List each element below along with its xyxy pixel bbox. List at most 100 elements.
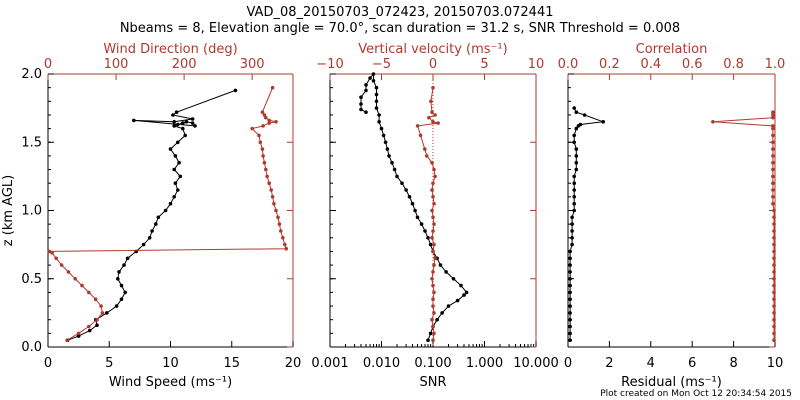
data-point bbox=[568, 290, 572, 295]
data-point bbox=[771, 201, 775, 206]
data-point bbox=[772, 324, 776, 329]
y-tick-label: 0.5 bbox=[21, 272, 42, 287]
data-point bbox=[76, 331, 81, 336]
data-point bbox=[771, 115, 775, 120]
data-point bbox=[430, 160, 434, 165]
data-point bbox=[374, 92, 379, 97]
data-point bbox=[432, 167, 436, 172]
bottom-tick-label: 2 bbox=[605, 356, 613, 371]
data-point bbox=[283, 242, 287, 247]
data-point bbox=[574, 167, 579, 172]
panel-1: 0 5 10 15 20 Wind Speed (ms⁻¹) 0 100 200 300Wind … bbox=[1, 42, 301, 390]
data-point bbox=[568, 256, 572, 261]
data-point bbox=[66, 270, 71, 274]
data-point bbox=[150, 229, 154, 233]
data-point bbox=[572, 195, 576, 199]
data-point bbox=[80, 283, 84, 288]
data-point bbox=[147, 236, 152, 240]
data-point bbox=[570, 222, 574, 226]
data-point bbox=[156, 215, 161, 220]
data-point bbox=[431, 215, 435, 220]
data-point bbox=[374, 85, 379, 90]
data-point bbox=[410, 201, 415, 206]
top-tick-label: 0 bbox=[429, 57, 437, 72]
data-point bbox=[141, 242, 146, 247]
top-tick-label: 0.0 bbox=[558, 57, 579, 72]
data-point bbox=[383, 140, 388, 145]
bottom-axis-label: SNR bbox=[419, 375, 446, 390]
data-point bbox=[772, 290, 776, 295]
data-point bbox=[572, 208, 576, 213]
bottom-tick-label: 10 bbox=[162, 356, 179, 371]
data-point bbox=[172, 195, 176, 199]
figure-title-line2: Nbeams = 8, Elevation angle = 70.0°, sca… bbox=[120, 21, 680, 36]
data-point bbox=[265, 174, 269, 179]
data-point bbox=[772, 270, 776, 274]
data-point bbox=[260, 110, 265, 114]
bottom-tick-label: 5 bbox=[105, 356, 113, 371]
data-point bbox=[572, 181, 576, 185]
y-tick-label: 2.0 bbox=[21, 67, 42, 82]
top-tick-label: 0 bbox=[44, 57, 52, 72]
data-point bbox=[433, 113, 437, 117]
data-point bbox=[173, 154, 178, 158]
data-point bbox=[374, 106, 379, 110]
data-point bbox=[418, 133, 423, 138]
top-axis-label: Wind Direction (deg) bbox=[103, 42, 237, 57]
top-tick-label: 10 bbox=[528, 57, 545, 72]
bottom-tick-label: 0 bbox=[564, 356, 572, 371]
data-point bbox=[76, 334, 81, 338]
data-point bbox=[73, 277, 77, 281]
data-point bbox=[772, 215, 776, 220]
data-point bbox=[132, 118, 136, 123]
data-point bbox=[431, 297, 435, 302]
data-point bbox=[772, 338, 776, 343]
data-point bbox=[432, 263, 436, 267]
panel-3: 0 2 4 6 8 10 Residual (ms⁻¹) 0.0 0.2 0.4 0.6 0.8 1.0… bbox=[558, 42, 786, 390]
data-point bbox=[267, 118, 272, 123]
data-point bbox=[261, 154, 265, 158]
data-point bbox=[262, 113, 267, 117]
data-point bbox=[772, 283, 776, 288]
data-point bbox=[431, 324, 435, 329]
series-vertical-velocity bbox=[415, 85, 440, 343]
data-point bbox=[455, 298, 460, 303]
data-point bbox=[233, 88, 238, 93]
data-point bbox=[431, 304, 435, 308]
y-tick-label: 1.5 bbox=[21, 135, 42, 150]
data-point bbox=[771, 154, 775, 158]
data-point bbox=[374, 99, 379, 104]
data-point bbox=[431, 195, 435, 199]
data-point bbox=[430, 208, 434, 213]
data-point bbox=[431, 85, 435, 90]
data-point bbox=[431, 338, 435, 343]
data-point bbox=[572, 201, 576, 206]
bottom-tick-label: 6 bbox=[688, 356, 696, 371]
data-point bbox=[771, 140, 775, 145]
data-point bbox=[274, 120, 278, 124]
data-point bbox=[122, 263, 126, 267]
data-point bbox=[568, 249, 572, 254]
data-point bbox=[276, 215, 280, 220]
y-tick-label: 1.0 bbox=[21, 204, 42, 219]
data-point bbox=[426, 338, 430, 343]
data-point bbox=[771, 133, 775, 138]
data-point bbox=[371, 72, 376, 76]
data-point bbox=[163, 208, 168, 213]
data-point bbox=[168, 201, 173, 206]
data-point bbox=[368, 76, 372, 80]
data-point bbox=[270, 85, 275, 90]
data-point bbox=[430, 110, 434, 114]
top-tick-label: −10 bbox=[316, 57, 343, 72]
data-point bbox=[568, 270, 572, 274]
data-point bbox=[568, 331, 572, 336]
data-point bbox=[190, 117, 195, 121]
data-point bbox=[431, 120, 435, 124]
data-point bbox=[258, 140, 263, 145]
data-point bbox=[119, 283, 124, 288]
data-point bbox=[183, 133, 187, 138]
data-point bbox=[570, 236, 574, 240]
data-point bbox=[359, 102, 363, 106]
series-line bbox=[360, 72, 468, 341]
